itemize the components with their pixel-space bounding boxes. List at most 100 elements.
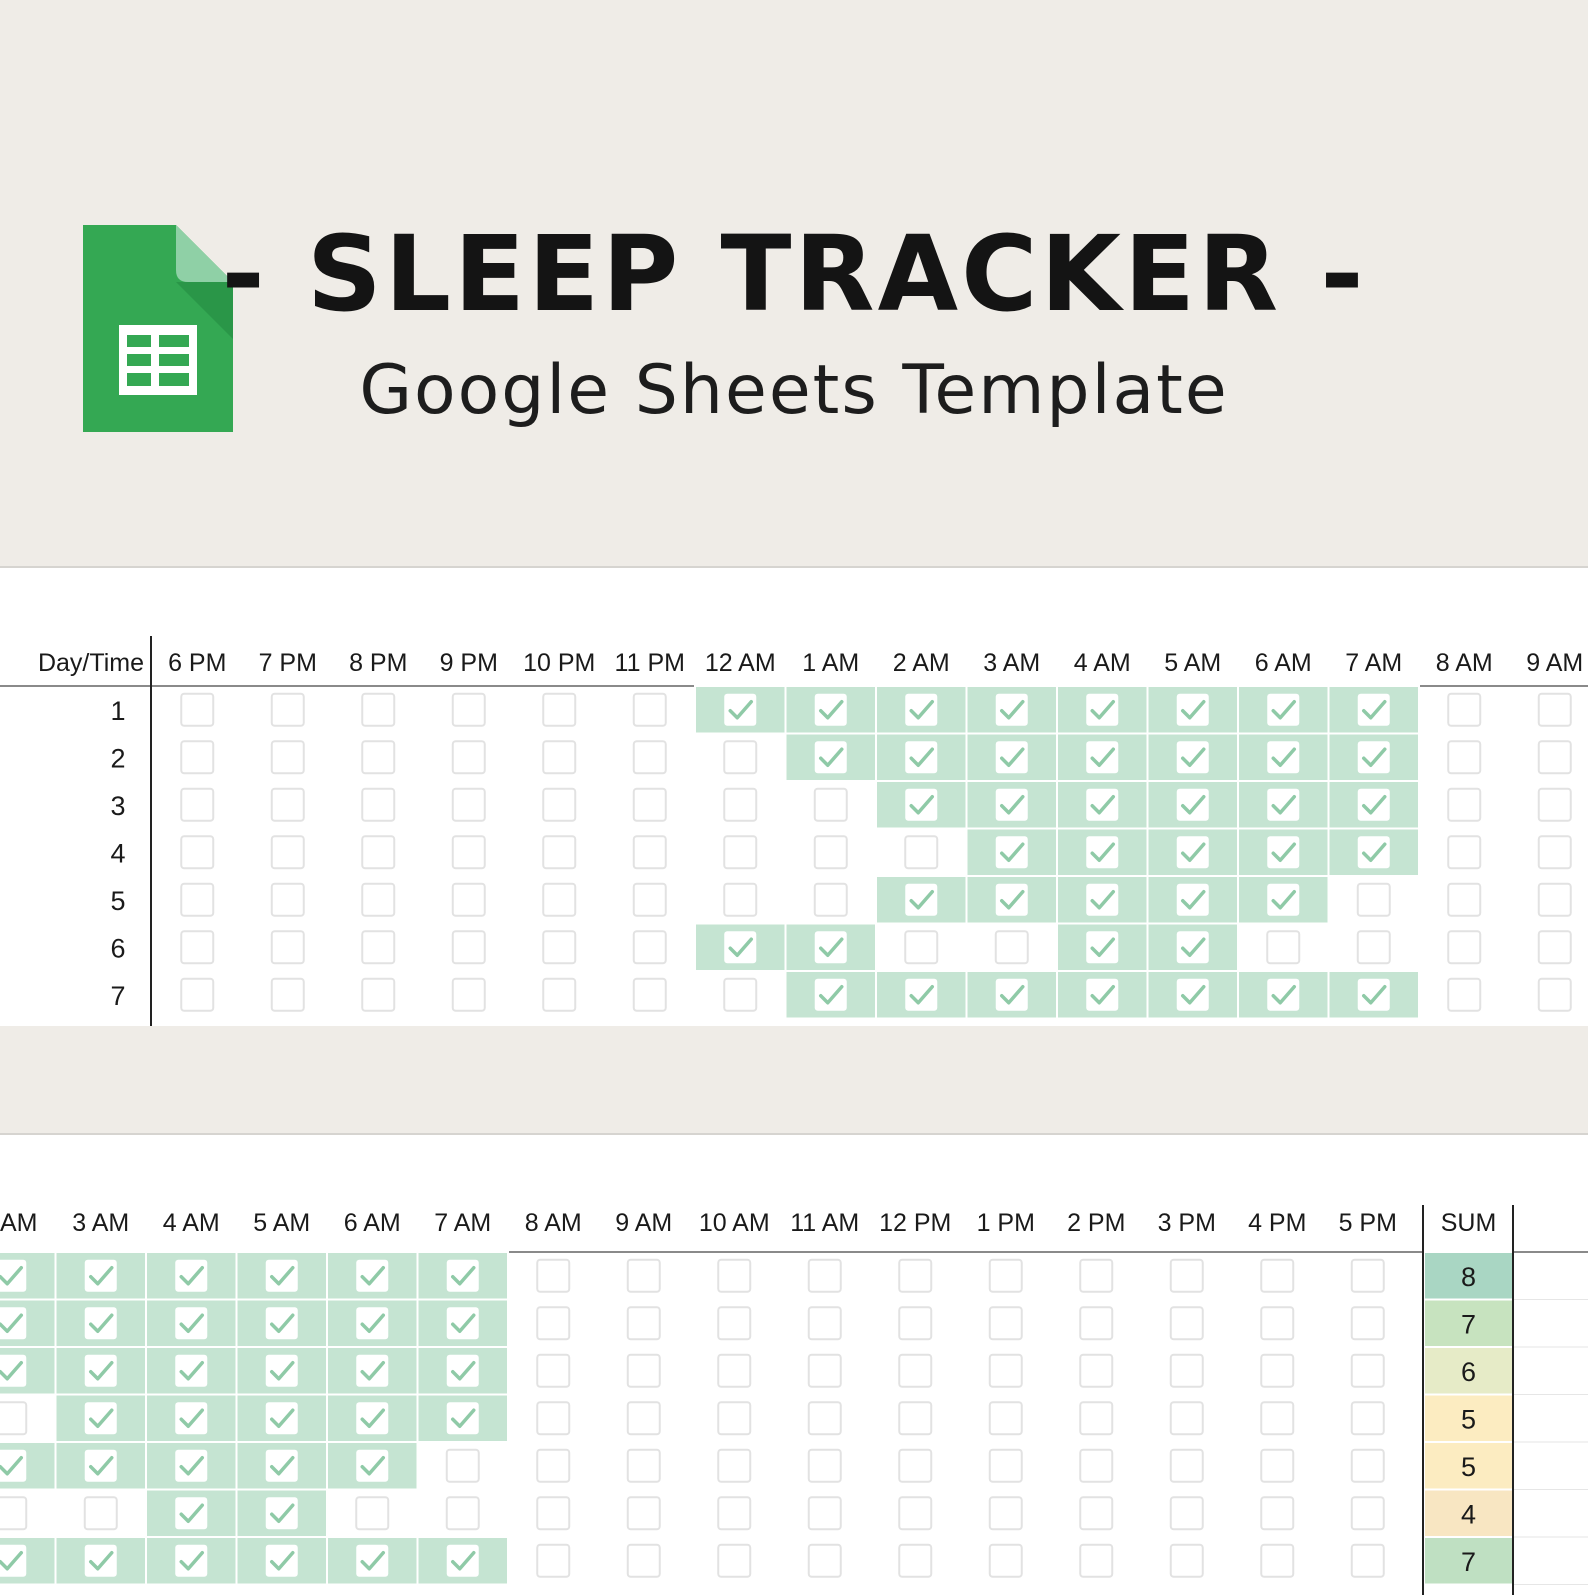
sleep-checkbox[interactable] xyxy=(542,930,577,965)
sleep-checkbox[interactable] xyxy=(717,1496,752,1531)
sleep-checkbox[interactable] xyxy=(180,882,215,917)
sleep-checkbox[interactable] xyxy=(542,740,577,775)
sleep-checkbox[interactable] xyxy=(1260,1258,1295,1293)
sleep-checkbox[interactable] xyxy=(1176,693,1209,726)
sleep-checkbox[interactable] xyxy=(445,1496,480,1531)
sleep-checkbox[interactable] xyxy=(905,788,938,821)
sleep-checkbox[interactable] xyxy=(814,693,847,726)
sleep-checkbox[interactable] xyxy=(994,930,1029,965)
sleep-checkbox[interactable] xyxy=(1176,741,1209,774)
sleep-checkbox[interactable] xyxy=(542,977,577,1012)
sleep-checkbox[interactable] xyxy=(632,692,667,727)
sleep-checkbox[interactable] xyxy=(807,1353,842,1388)
sleep-checkbox[interactable] xyxy=(180,692,215,727)
sleep-checkbox[interactable] xyxy=(175,1307,208,1340)
sleep-checkbox[interactable] xyxy=(1086,693,1119,726)
sleep-checkbox[interactable] xyxy=(1537,692,1572,727)
sleep-checkbox[interactable] xyxy=(632,882,667,917)
sleep-checkbox[interactable] xyxy=(451,740,486,775)
sleep-checkbox[interactable] xyxy=(717,1448,752,1483)
sleep-checkbox[interactable] xyxy=(536,1401,571,1436)
sleep-checkbox[interactable] xyxy=(1079,1306,1114,1341)
sleep-checkbox[interactable] xyxy=(807,1258,842,1293)
sleep-checkbox[interactable] xyxy=(1079,1258,1114,1293)
sleep-checkbox[interactable] xyxy=(724,693,757,726)
sleep-checkbox[interactable] xyxy=(807,1306,842,1341)
sleep-checkbox[interactable] xyxy=(632,835,667,870)
sleep-checkbox[interactable] xyxy=(270,692,305,727)
sleep-checkbox[interactable] xyxy=(1176,978,1209,1011)
sleep-checkbox[interactable] xyxy=(1169,1258,1204,1293)
sleep-checkbox[interactable] xyxy=(361,692,396,727)
sleep-checkbox[interactable] xyxy=(1260,1353,1295,1388)
sleep-checkbox[interactable] xyxy=(723,740,758,775)
sleep-checkbox[interactable] xyxy=(83,1496,118,1531)
sleep-checkbox[interactable] xyxy=(1350,1496,1385,1531)
sleep-checkbox[interactable] xyxy=(180,835,215,870)
sleep-checkbox[interactable] xyxy=(995,978,1028,1011)
sleep-checkbox[interactable] xyxy=(270,740,305,775)
sleep-checkbox[interactable] xyxy=(904,835,939,870)
sleep-checkbox[interactable] xyxy=(356,1307,389,1340)
sleep-checkbox[interactable] xyxy=(265,1497,298,1530)
sleep-checkbox[interactable] xyxy=(717,1353,752,1388)
sleep-checkbox[interactable] xyxy=(813,835,848,870)
sleep-checkbox[interactable] xyxy=(1267,836,1300,869)
sleep-checkbox[interactable] xyxy=(995,883,1028,916)
sleep-checkbox[interactable] xyxy=(995,741,1028,774)
sleep-checkbox[interactable] xyxy=(265,1354,298,1387)
sleep-checkbox[interactable] xyxy=(180,740,215,775)
sleep-checkbox[interactable] xyxy=(356,1402,389,1435)
sleep-checkbox[interactable] xyxy=(0,1259,27,1292)
sleep-checkbox[interactable] xyxy=(1169,1543,1204,1578)
sleep-checkbox[interactable] xyxy=(1350,1448,1385,1483)
sleep-checkbox[interactable] xyxy=(84,1259,117,1292)
sleep-checkbox[interactable] xyxy=(626,1448,661,1483)
sleep-checkbox[interactable] xyxy=(1260,1401,1295,1436)
sleep-checkbox[interactable] xyxy=(626,1258,661,1293)
sleep-checkbox[interactable] xyxy=(1357,836,1390,869)
sleep-checkbox[interactable] xyxy=(542,692,577,727)
sleep-checkbox[interactable] xyxy=(0,1307,27,1340)
sleep-checkbox[interactable] xyxy=(988,1306,1023,1341)
sleep-checkbox[interactable] xyxy=(1357,978,1390,1011)
sleep-checkbox[interactable] xyxy=(180,977,215,1012)
sleep-checkbox[interactable] xyxy=(1260,1543,1295,1578)
sleep-checkbox[interactable] xyxy=(175,1354,208,1387)
sleep-checkbox[interactable] xyxy=(1537,930,1572,965)
sleep-checkbox[interactable] xyxy=(632,977,667,1012)
sleep-checkbox[interactable] xyxy=(361,787,396,822)
sleep-checkbox[interactable] xyxy=(995,693,1028,726)
sleep-checkbox[interactable] xyxy=(813,882,848,917)
sleep-checkbox[interactable] xyxy=(84,1307,117,1340)
sleep-checkbox[interactable] xyxy=(898,1448,933,1483)
sleep-checkbox[interactable] xyxy=(175,1402,208,1435)
sleep-checkbox[interactable] xyxy=(898,1401,933,1436)
sleep-checkbox[interactable] xyxy=(1267,883,1300,916)
sleep-checkbox[interactable] xyxy=(723,882,758,917)
sleep-checkbox[interactable] xyxy=(446,1544,479,1577)
sleep-checkbox[interactable] xyxy=(905,741,938,774)
sleep-checkbox[interactable] xyxy=(1260,1448,1295,1483)
sleep-checkbox[interactable] xyxy=(988,1448,1023,1483)
sleep-checkbox[interactable] xyxy=(451,692,486,727)
sleep-checkbox[interactable] xyxy=(1447,977,1482,1012)
sleep-checkbox[interactable] xyxy=(1260,1306,1295,1341)
sleep-checkbox[interactable] xyxy=(1350,1306,1385,1341)
sleep-checkbox[interactable] xyxy=(814,741,847,774)
sleep-checkbox[interactable] xyxy=(175,1449,208,1482)
sleep-checkbox[interactable] xyxy=(356,1354,389,1387)
sleep-checkbox[interactable] xyxy=(1267,978,1300,1011)
sleep-checkbox[interactable] xyxy=(270,930,305,965)
sleep-checkbox[interactable] xyxy=(723,835,758,870)
sleep-checkbox[interactable] xyxy=(180,787,215,822)
sleep-checkbox[interactable] xyxy=(451,930,486,965)
sleep-checkbox[interactable] xyxy=(1357,693,1390,726)
sleep-checkbox[interactable] xyxy=(1356,882,1391,917)
sleep-checkbox[interactable] xyxy=(1357,741,1390,774)
sleep-checkbox[interactable] xyxy=(1350,1353,1385,1388)
sleep-checkbox[interactable] xyxy=(451,787,486,822)
sleep-checkbox[interactable] xyxy=(632,930,667,965)
sleep-checkbox[interactable] xyxy=(446,1307,479,1340)
sleep-checkbox[interactable] xyxy=(1350,1543,1385,1578)
